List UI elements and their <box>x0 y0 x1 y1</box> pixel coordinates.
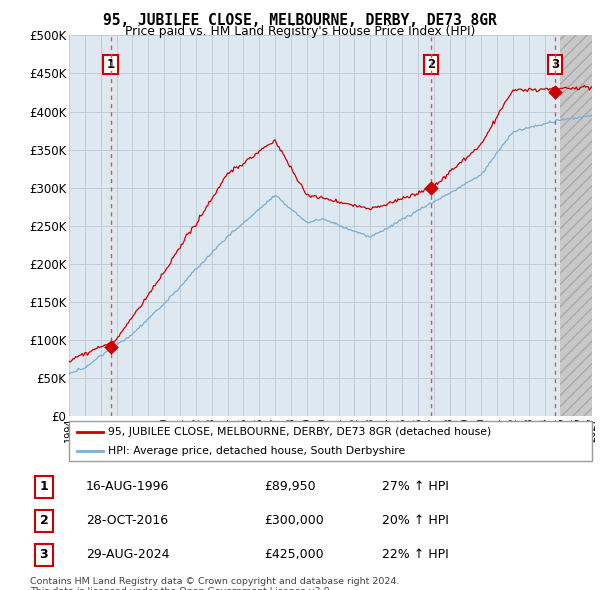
Text: 3: 3 <box>551 58 559 71</box>
Text: 16-AUG-1996: 16-AUG-1996 <box>86 480 169 493</box>
Text: £89,950: £89,950 <box>265 480 316 493</box>
Text: 27% ↑ HPI: 27% ↑ HPI <box>382 480 448 493</box>
Text: HPI: Average price, detached house, South Derbyshire: HPI: Average price, detached house, Sout… <box>108 445 406 455</box>
Text: 22% ↑ HPI: 22% ↑ HPI <box>382 548 448 562</box>
Text: Contains HM Land Registry data © Crown copyright and database right 2024.
This d: Contains HM Land Registry data © Crown c… <box>30 577 400 590</box>
Text: 28-OCT-2016: 28-OCT-2016 <box>86 514 168 527</box>
Point <box>106 343 115 352</box>
Bar <box>560 35 592 416</box>
Text: 29-AUG-2024: 29-AUG-2024 <box>86 548 169 562</box>
Text: 1: 1 <box>106 58 115 71</box>
Text: £300,000: £300,000 <box>265 514 324 527</box>
Text: Price paid vs. HM Land Registry's House Price Index (HPI): Price paid vs. HM Land Registry's House … <box>125 25 475 38</box>
Text: 95, JUBILEE CLOSE, MELBOURNE, DERBY, DE73 8GR (detached house): 95, JUBILEE CLOSE, MELBOURNE, DERBY, DE7… <box>108 427 491 437</box>
Point <box>426 183 436 192</box>
Text: 1: 1 <box>40 480 49 493</box>
Text: 2: 2 <box>427 58 435 71</box>
Text: 3: 3 <box>40 548 48 562</box>
Text: 20% ↑ HPI: 20% ↑ HPI <box>382 514 448 527</box>
Point <box>550 88 560 97</box>
Text: 95, JUBILEE CLOSE, MELBOURNE, DERBY, DE73 8GR: 95, JUBILEE CLOSE, MELBOURNE, DERBY, DE7… <box>103 13 497 28</box>
Text: 2: 2 <box>40 514 49 527</box>
FancyBboxPatch shape <box>69 421 592 461</box>
Text: £425,000: £425,000 <box>265 548 324 562</box>
